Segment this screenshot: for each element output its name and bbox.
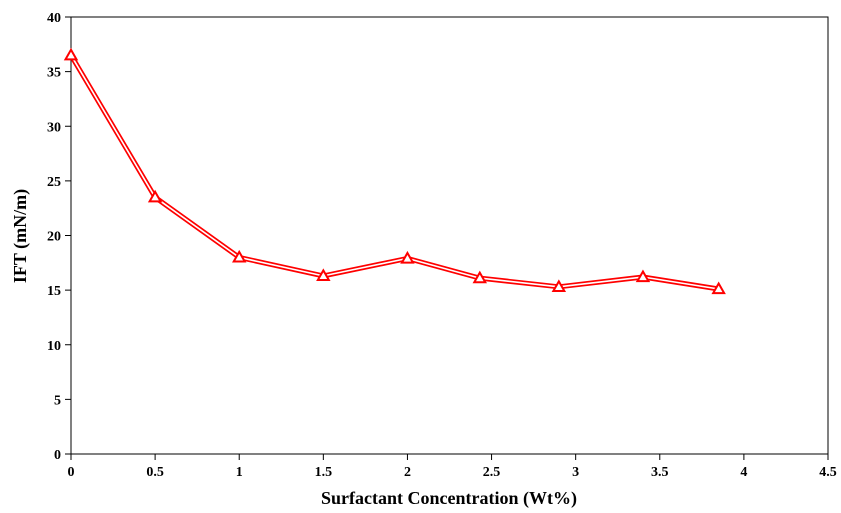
data-point [472,270,488,284]
x-tick-label: 2 [404,465,411,480]
plot-area [70,16,829,455]
x-tick-label: 1 [236,465,243,480]
data-point [231,249,247,263]
y-tick-label: 30 [47,120,61,135]
y-tick-label: 35 [47,66,61,81]
x-tick-label: 4.5 [819,465,837,480]
y-tick-label: 10 [47,339,61,354]
x-tick-label: 3 [572,465,579,480]
series-group [63,47,726,295]
y-tick-label: 0 [54,448,61,463]
data-point [551,279,567,292]
x-tick-label: 1.5 [315,465,333,480]
y-axis-ticks: 0 5 10 15 20 25 30 35 40 [47,11,71,463]
x-axis-ticks: 0 0.5 1 1.5 2 2.5 3 3.5 4 4.5 [68,454,837,480]
y-axis-title: IFT (mN/m) [10,189,31,283]
x-axis-title: Surfactant Concentration (Wt%) [321,488,577,509]
data-point [147,189,163,203]
data-point [635,269,651,283]
data-point [316,268,331,282]
data-point [400,250,415,264]
data-point [63,47,79,61]
x-tick-label: 4 [740,465,747,480]
x-tick-label: 2.5 [483,465,501,480]
x-tick-label: 0 [68,465,75,480]
y-tick-label: 40 [47,11,61,26]
x-tick-label: 0.5 [146,465,164,480]
x-tick-label: 3.5 [651,465,669,480]
y-tick-label: 25 [47,175,61,190]
y-tick-label: 20 [47,230,61,245]
data-point [711,281,726,295]
y-tick-label: 15 [47,284,61,299]
y-tick-label: 5 [54,393,61,408]
